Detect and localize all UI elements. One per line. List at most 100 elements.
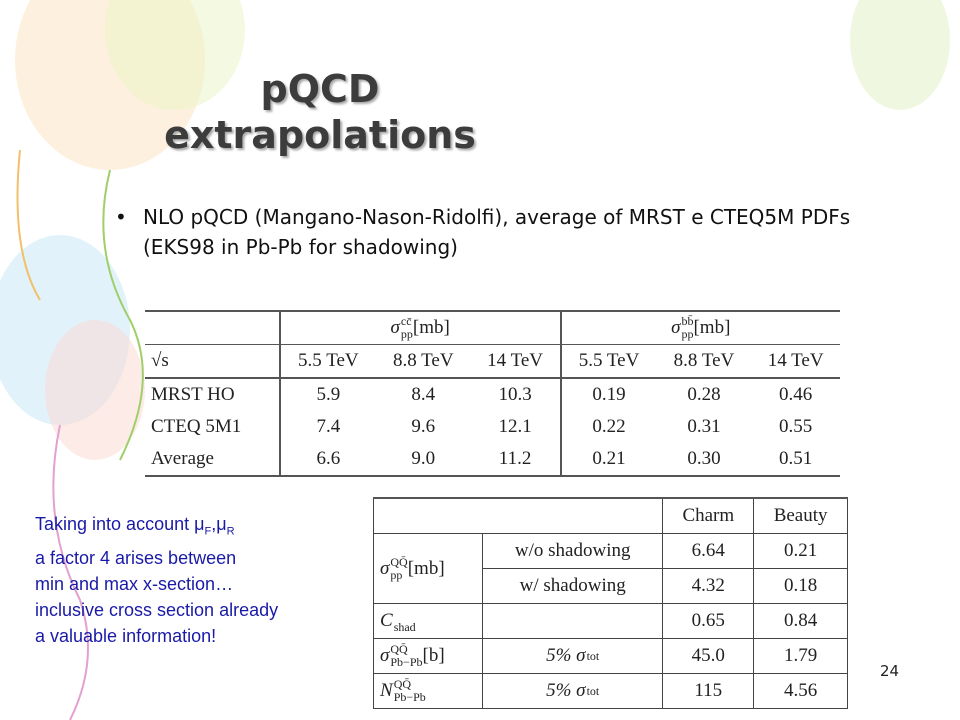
math: 5% σ tot	[546, 680, 599, 702]
row-label: σ QQ̄ Pb−Pb [b]	[373, 638, 483, 674]
energy: 8.8 TeV	[656, 344, 752, 379]
cell: 4.56	[753, 673, 848, 709]
bullet: • NLO pQCD (Mangano-Nason-Ridolfi), aver…	[115, 202, 915, 262]
cell: 0.65	[662, 603, 755, 639]
slide-title: pQCD extrapolations	[140, 66, 500, 158]
sqrt-s: √s	[145, 344, 281, 379]
note-line: a factor 4 arises between	[35, 547, 237, 568]
shadowing-table: Charm Beauty σ QQ̄ pp [mb] w/o shadowing 6.64 0…	[372, 497, 848, 709]
cell: 4.32	[662, 568, 755, 604]
math-unit: [mb]	[693, 317, 731, 338]
energy: 8.8 TeV	[375, 344, 471, 379]
math-sup: tot	[586, 683, 600, 698]
cell: 1.79	[753, 638, 848, 674]
header-row: σ cc̄ pp [mb] σ bb̄ pp [mb]	[145, 311, 840, 345]
math-sub: Pb−Pb	[390, 655, 423, 669]
side-note: Taking into account μF,μR a factor 4 aris…	[35, 511, 278, 649]
cell: 9.6	[411, 416, 436, 437]
bullet-text: NLO pQCD (Mangano-Nason-Ridolfi), averag…	[143, 205, 851, 259]
corner-cell	[145, 311, 281, 345]
cell-text: w/ shadowing	[519, 575, 626, 596]
cell: 0.18	[753, 568, 848, 604]
math-sup: tot	[586, 648, 600, 663]
math-scripts: bb̄ pp	[681, 315, 693, 341]
condition: w/ shadowing	[481, 568, 664, 604]
math-base: σ	[671, 317, 681, 338]
math-scripts: QQ̄ pp	[390, 554, 408, 582]
energy: 5.5 TeV	[279, 344, 376, 379]
condition	[481, 603, 664, 639]
math-sub: shad	[393, 620, 416, 634]
data-row: C shad 0.65 0.84	[373, 603, 848, 639]
group-header: σ bb̄ pp [mb]	[559, 311, 840, 345]
condition: 5% σ tot	[481, 673, 664, 709]
cell: 0.31	[687, 416, 721, 437]
cell: 8.4	[411, 384, 436, 405]
math: C shad	[380, 608, 416, 634]
row-label: MRST HO	[145, 378, 281, 411]
math-scripts: tot	[586, 683, 600, 698]
math-sub: pp	[400, 327, 413, 341]
math: σ QQ̄ Pb−Pb [b]	[380, 643, 445, 669]
math-base: σ	[380, 645, 390, 666]
cell: 10.3	[498, 384, 532, 405]
column-header: Beauty	[753, 497, 848, 534]
data-row: σ QQ̄ Pb−Pb [b] 5% σ tot 45.0 1.79	[373, 638, 848, 674]
cell: 9.0	[411, 448, 436, 469]
row-label: C shad	[373, 603, 483, 639]
cell: 12.1	[498, 416, 532, 437]
energy: 5.5 TeV	[559, 344, 657, 379]
cell: 0.84	[753, 603, 848, 639]
data-row: CTEQ 5M1 7.4 9.6 12.1 0.22 0.31 0.55	[145, 411, 840, 443]
data-row: Average 6.6 9.0 11.2 0.21 0.30 0.51	[145, 443, 840, 476]
row-label: N QQ̄ Pb−Pb	[373, 673, 483, 709]
cell: 115	[662, 673, 755, 709]
math-scripts: shad	[394, 608, 416, 634]
row-label: Average	[145, 443, 281, 476]
math: σ bb̄ pp [mb]	[671, 315, 730, 341]
cell: 0.46	[779, 384, 813, 405]
data-row: w/ shadowing 4.32 0.18	[374, 568, 848, 604]
cell: 0.21	[559, 443, 657, 476]
title-line: extrapolations	[164, 113, 476, 157]
cell: 0.22	[559, 411, 657, 443]
math-scripts: cc̄ pp	[401, 315, 413, 341]
math-base: 5% σ	[546, 680, 586, 701]
math: 5% σ tot	[546, 645, 599, 667]
note-sub: F	[204, 525, 212, 538]
cell: 0.19	[559, 378, 657, 411]
note-line: a valuable information!	[35, 625, 217, 646]
math-sub: Pb−Pb	[393, 690, 426, 704]
math-sup: cc̄	[400, 314, 412, 328]
row-label: CTEQ 5M1	[145, 411, 281, 443]
note-line: inclusive cross section already	[35, 599, 279, 620]
energy-row: √s 5.5 TeV 8.8 TeV 14 TeV 5.5 TeV 8.8 TeV 14 T…	[145, 344, 840, 379]
math-sup: QQ̄	[390, 642, 408, 656]
math-base: σ	[380, 557, 390, 579]
math-base: 5% σ	[546, 645, 586, 666]
note-line: min and max x-section…	[35, 573, 234, 594]
math-sub: pp	[390, 567, 403, 582]
cross-section-table: σ cc̄ pp [mb] σ bb̄ pp [mb] √s 5.5 TeV 8.8 TeV 14 T…	[145, 310, 840, 477]
cell: 6.64	[662, 533, 755, 569]
row-label: σ QQ̄ pp [mb]	[373, 533, 483, 604]
math-scripts: QQ̄ Pb−Pb	[394, 678, 426, 704]
header-row: Charm Beauty	[372, 497, 848, 534]
bullet-dot: •	[115, 205, 127, 229]
math-scripts: QQ̄ Pb−Pb	[390, 643, 422, 669]
math: σ cc̄ pp [mb]	[391, 315, 450, 341]
cell: 6.6	[316, 448, 341, 469]
math-scripts: tot	[586, 648, 600, 663]
math-base: C	[380, 610, 393, 631]
math-sup: QQ̄	[390, 554, 408, 569]
condition: 5% σ tot	[481, 638, 664, 674]
math-base: σ	[390, 317, 400, 338]
cell-text: w/o shadowing	[514, 540, 631, 561]
math-unit: [mb]	[407, 557, 445, 579]
column-header: Charm	[662, 497, 755, 534]
energy: 14 TeV	[470, 344, 561, 379]
cell: 0.30	[687, 448, 721, 469]
cell: 5.9	[316, 384, 341, 405]
